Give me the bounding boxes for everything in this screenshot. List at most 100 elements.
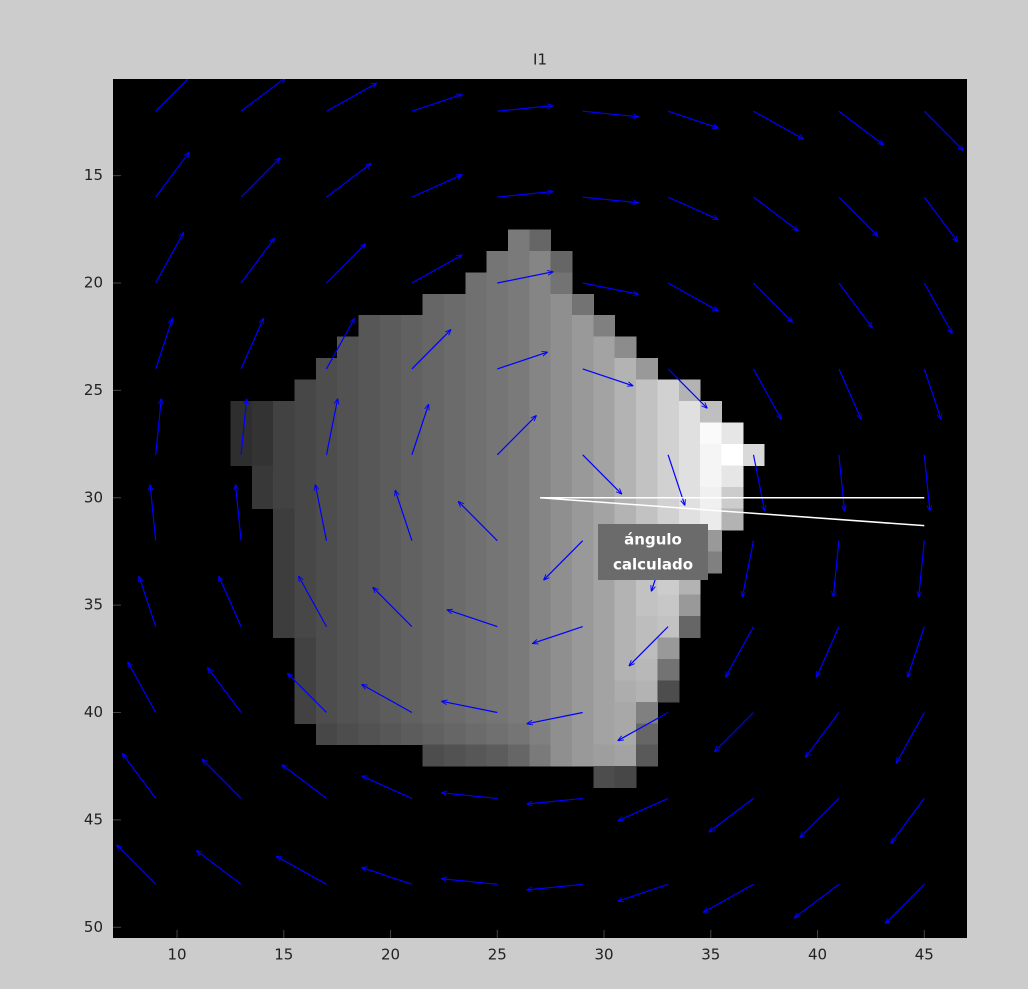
y-tick-label: 40 — [84, 703, 103, 721]
image-cell — [294, 659, 316, 681]
image-cell — [316, 358, 338, 380]
image-cell — [529, 251, 551, 273]
image-cell — [487, 251, 509, 273]
image-cell — [593, 637, 615, 659]
image-cell — [337, 380, 359, 402]
image-cell — [551, 337, 573, 359]
image-cell — [337, 573, 359, 595]
image-cell — [444, 380, 466, 402]
image-cell — [529, 551, 551, 573]
image-cell — [359, 315, 381, 337]
image-cell — [551, 401, 573, 423]
image-cell — [380, 444, 402, 466]
image-cell — [636, 444, 658, 466]
image-cell — [551, 423, 573, 445]
image-cell — [529, 423, 551, 445]
chart-title: I1 — [533, 51, 547, 69]
image-cell — [380, 466, 402, 488]
image-cell — [636, 616, 658, 638]
image-cell — [657, 466, 679, 488]
image-cell — [508, 573, 530, 595]
image-cell — [294, 466, 316, 488]
image-cell — [529, 616, 551, 638]
image-cell — [529, 594, 551, 616]
image-cell — [508, 637, 530, 659]
image-cell — [423, 487, 445, 509]
x-tick-label: 40 — [808, 946, 827, 964]
image-cell — [401, 423, 423, 445]
image-cell — [529, 680, 551, 702]
image-cell — [423, 594, 445, 616]
image-cell — [423, 573, 445, 595]
image-cell — [529, 315, 551, 337]
image-cell — [273, 487, 295, 509]
image-cell — [657, 401, 679, 423]
image-cell — [252, 466, 274, 488]
image-cell — [593, 358, 615, 380]
image-cell — [401, 637, 423, 659]
image-cell — [572, 573, 594, 595]
image-cell — [487, 659, 509, 681]
image-cell — [529, 444, 551, 466]
image-cell — [465, 294, 487, 316]
image-cell — [593, 594, 615, 616]
image-cell — [551, 594, 573, 616]
image-cell — [508, 315, 530, 337]
image-cell — [337, 637, 359, 659]
image-cell — [337, 530, 359, 552]
image-cell — [572, 594, 594, 616]
image-cell — [508, 444, 530, 466]
y-tick-label: 35 — [84, 596, 103, 614]
image-cell — [508, 380, 530, 402]
image-cell — [401, 530, 423, 552]
image-cell — [294, 702, 316, 724]
image-cell — [487, 294, 509, 316]
image-cell — [337, 659, 359, 681]
image-cell — [572, 294, 594, 316]
image-cell — [508, 272, 530, 294]
image-cell — [551, 573, 573, 595]
image-cell — [615, 723, 637, 745]
image-cell — [294, 573, 316, 595]
image-cell — [401, 487, 423, 509]
image-cell — [551, 745, 573, 767]
image-cell — [401, 380, 423, 402]
image-cell — [401, 573, 423, 595]
image-cell — [593, 723, 615, 745]
image-cell — [529, 337, 551, 359]
image-cell — [380, 573, 402, 595]
image-cell — [359, 616, 381, 638]
image-cell — [615, 423, 637, 445]
y-tick-label: 20 — [84, 274, 103, 292]
image-cell — [593, 423, 615, 445]
image-cell — [359, 337, 381, 359]
image-cell — [551, 530, 573, 552]
image-cell — [444, 616, 466, 638]
image-cell — [572, 401, 594, 423]
image-cell — [615, 702, 637, 724]
image-cell — [423, 702, 445, 724]
image-cell — [316, 659, 338, 681]
image-cell — [593, 766, 615, 788]
image-cell — [423, 530, 445, 552]
image-cell — [593, 401, 615, 423]
image-cell — [380, 315, 402, 337]
image-cell — [316, 616, 338, 638]
image-cell — [359, 466, 381, 488]
image-cell — [508, 659, 530, 681]
image-cell — [529, 723, 551, 745]
image-cell — [359, 637, 381, 659]
image-cell — [700, 423, 722, 445]
image-cell — [465, 680, 487, 702]
image-cell — [401, 659, 423, 681]
image-cell — [337, 401, 359, 423]
image-cell — [380, 423, 402, 445]
image-cell — [423, 680, 445, 702]
image-cell — [380, 401, 402, 423]
image-cell — [508, 509, 530, 531]
figure: I1 ángulocalculado1015202530354045152025… — [0, 0, 1028, 989]
x-tick-label: 25 — [488, 946, 507, 964]
image-cell — [380, 380, 402, 402]
image-cell — [465, 637, 487, 659]
image-cell — [636, 723, 658, 745]
